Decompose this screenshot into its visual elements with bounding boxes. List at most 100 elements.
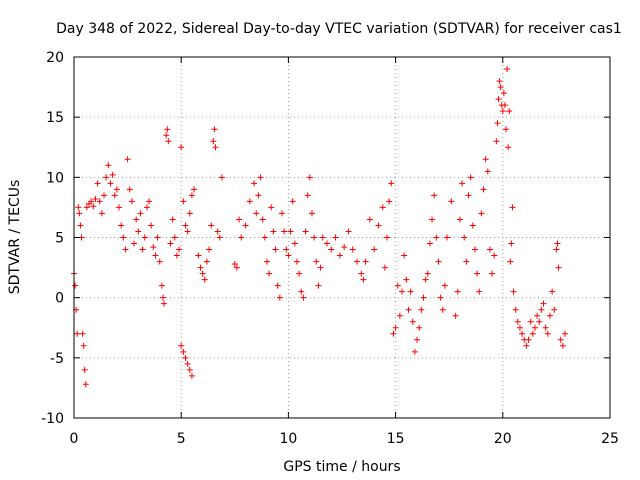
- data-point: [148, 222, 155, 229]
- data-point: [388, 180, 395, 187]
- data-point: [98, 210, 105, 217]
- data-point: [163, 132, 170, 139]
- data-point: [551, 306, 558, 313]
- data-point: [169, 216, 176, 223]
- data-point: [291, 240, 298, 247]
- data-point: [296, 270, 303, 277]
- data-point: [101, 192, 108, 199]
- data-points: [71, 66, 568, 388]
- data-point: [216, 234, 223, 241]
- data-point: [261, 234, 268, 241]
- data-point: [178, 342, 185, 349]
- data-point: [501, 102, 508, 109]
- data-point: [366, 216, 373, 223]
- data-point: [278, 210, 285, 217]
- data-point: [210, 138, 217, 145]
- data-point: [416, 324, 423, 331]
- data-point: [505, 144, 512, 151]
- data-point: [77, 222, 84, 229]
- data-point: [105, 162, 112, 169]
- data-point: [208, 222, 215, 229]
- data-point: [120, 234, 127, 241]
- data-point: [253, 210, 260, 217]
- data-point: [542, 324, 549, 331]
- data-point: [199, 270, 206, 277]
- data-point: [150, 244, 157, 251]
- data-point: [191, 186, 198, 193]
- data-point: [323, 240, 330, 247]
- data-point: [332, 234, 339, 241]
- y-tick-label: -5: [50, 351, 64, 367]
- data-point: [96, 198, 103, 205]
- data-point: [128, 198, 135, 205]
- data-point: [379, 204, 386, 211]
- data-point: [298, 288, 305, 295]
- data-point: [418, 306, 425, 313]
- data-point: [131, 240, 138, 247]
- data-point: [156, 258, 163, 265]
- data-point: [411, 348, 418, 355]
- data-point: [317, 264, 324, 271]
- data-point: [176, 246, 183, 253]
- data-point: [293, 258, 300, 265]
- data-point: [72, 282, 79, 289]
- data-point: [358, 270, 365, 277]
- data-point: [491, 252, 498, 259]
- data-point: [538, 306, 545, 313]
- data-point: [283, 246, 290, 253]
- data-point: [399, 288, 406, 295]
- data-point: [171, 234, 178, 241]
- data-point: [371, 246, 378, 253]
- data-point: [75, 204, 82, 211]
- data-point: [180, 198, 187, 205]
- grid-lines: [74, 57, 610, 418]
- data-point: [482, 156, 489, 163]
- data-point: [285, 252, 292, 259]
- data-point: [403, 276, 410, 283]
- data-point: [103, 174, 110, 181]
- data-point: [302, 228, 309, 235]
- data-point: [441, 282, 448, 289]
- data-point: [424, 270, 431, 277]
- data-point: [349, 246, 356, 253]
- y-axis-label: SDTVAR / TECUs: [7, 180, 23, 295]
- data-point: [182, 354, 189, 361]
- data-point: [88, 198, 95, 205]
- data-point: [429, 216, 436, 223]
- data-point: [180, 348, 187, 355]
- data-point: [409, 318, 416, 325]
- data-point: [553, 246, 560, 253]
- data-point: [381, 264, 388, 271]
- data-point: [516, 324, 523, 331]
- data-point: [523, 342, 530, 349]
- data-point: [531, 324, 538, 331]
- data-point: [467, 174, 474, 181]
- data-point: [529, 330, 536, 337]
- data-point: [246, 198, 253, 205]
- data-point: [311, 234, 318, 241]
- data-point: [489, 270, 496, 277]
- data-point: [484, 168, 491, 175]
- data-point: [510, 288, 517, 295]
- data-point: [426, 240, 433, 247]
- data-point: [456, 216, 463, 223]
- data-point: [554, 240, 561, 247]
- data-point: [135, 228, 142, 235]
- data-point: [433, 234, 440, 241]
- data-point: [90, 203, 97, 210]
- data-point: [420, 294, 427, 301]
- data-point: [137, 210, 144, 217]
- data-point: [259, 216, 266, 223]
- data-point: [184, 228, 191, 235]
- data-point: [188, 192, 195, 199]
- y-tick-label: 0: [55, 291, 64, 307]
- data-point: [206, 246, 213, 253]
- data-point: [122, 246, 129, 253]
- data-point: [540, 300, 547, 307]
- data-point: [394, 282, 401, 289]
- data-point: [345, 228, 352, 235]
- data-point: [203, 258, 210, 265]
- x-tick-label: 20: [494, 431, 512, 447]
- data-point: [362, 258, 369, 265]
